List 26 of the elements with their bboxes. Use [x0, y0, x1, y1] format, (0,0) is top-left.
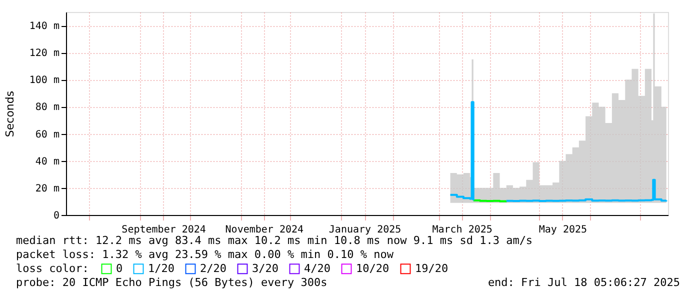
legend-label: 4/20: [304, 262, 330, 275]
text: end: Fri Jul 18 05:06:27 2025: [488, 276, 680, 289]
y-tick-label: 120 m: [29, 48, 60, 60]
text: packet loss: 1.32 % avg 23.59 % max 0.00 % min 0.10 % now: [16, 248, 394, 261]
text: probe: 20 ICMP Echo Pings (56 Bytes) every 300s: [16, 276, 328, 289]
x-tick-label: May 2025: [538, 224, 588, 236]
legend-label: 19/20: [415, 262, 448, 275]
legend-label: 10/20: [356, 262, 390, 275]
y-tick-label: 0: [53, 210, 60, 222]
y-tick-label: 80 m: [35, 102, 60, 114]
y-axis-title: Seconds: [3, 90, 16, 138]
x-tick-label: March 2025: [432, 224, 492, 236]
y-tick-label: 140 m: [29, 21, 60, 32]
x-tick-label: September 2024: [122, 224, 206, 236]
y-tick-label: 60 m: [35, 129, 60, 140]
x-tick-label: November 2024: [225, 224, 304, 236]
legend-label: 0: [116, 262, 123, 275]
legend-label: 2/20: [200, 262, 226, 275]
legend-label: 1/20: [148, 262, 174, 275]
legend-label: 3/20: [252, 262, 278, 275]
y-tick-label: 40 m: [35, 156, 60, 168]
x-tick-label: January 2025: [328, 224, 402, 236]
text: median rtt: 12.2 ms avg 83.4 ms max 10.2 ms min 10.8 ms now 9.1 ms sd 1.3 am/s: [16, 234, 533, 247]
y-tick-label: 100 m: [29, 75, 60, 86]
legend-title: loss color:: [16, 262, 89, 275]
y-tick-label: 20 m: [35, 183, 60, 194]
